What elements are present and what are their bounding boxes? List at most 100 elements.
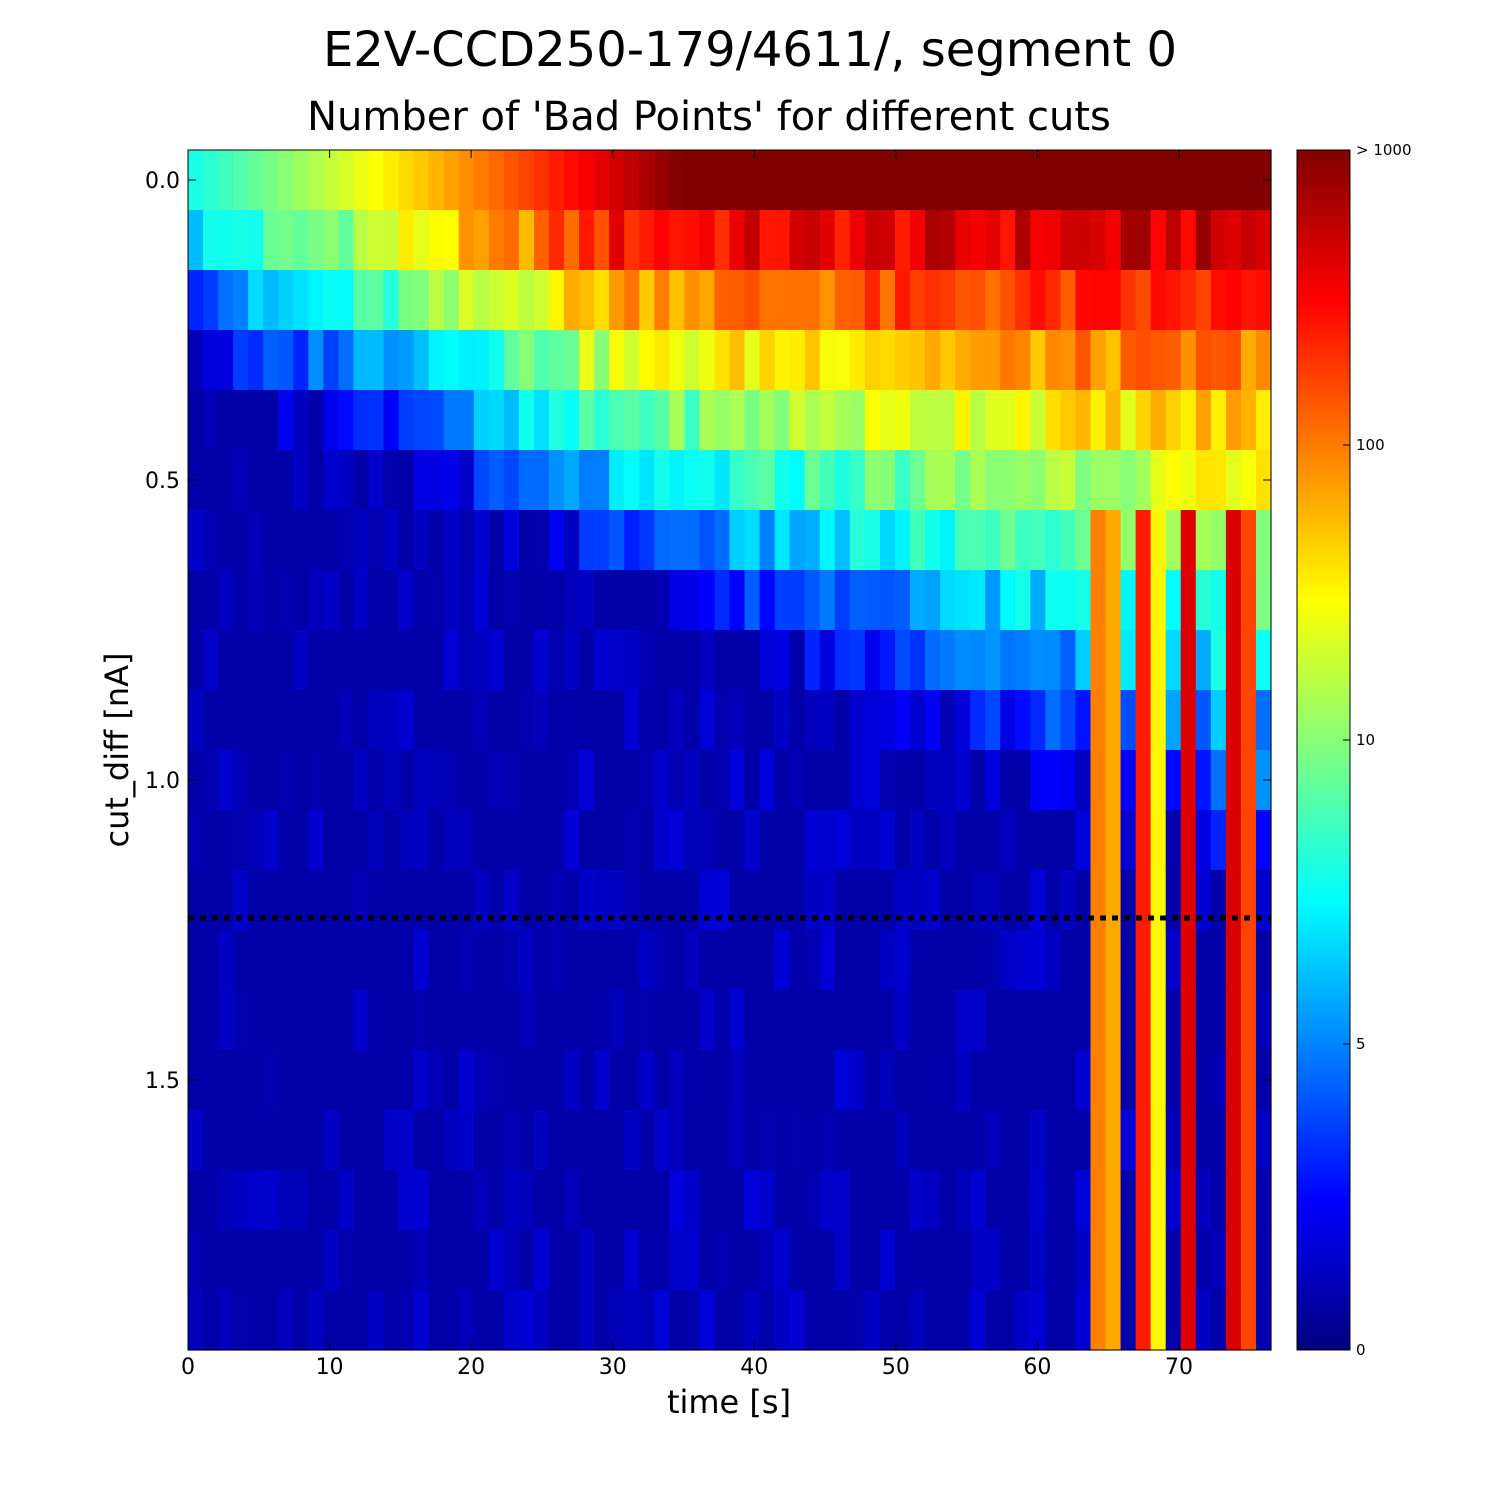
heatmap-cell — [639, 570, 655, 631]
heatmap-cell — [1015, 1170, 1031, 1231]
heatmap-cell — [925, 270, 941, 331]
heatmap-cell — [1150, 1230, 1167, 1291]
heatmap-cell — [1225, 630, 1242, 691]
heatmap-cell — [293, 870, 309, 931]
heatmap-cell — [669, 510, 685, 571]
heatmap-cell — [308, 930, 324, 991]
heatmap-cell — [834, 690, 851, 751]
heatmap-cell — [263, 990, 279, 1051]
heatmap-cell — [729, 1230, 746, 1291]
heatmap-cell — [879, 690, 896, 751]
heatmap-cell — [203, 330, 219, 391]
heatmap-cell — [789, 1050, 806, 1111]
heatmap-cell — [669, 1110, 685, 1171]
heatmap-cell — [1015, 210, 1031, 271]
heatmap-cell — [774, 270, 791, 331]
heatmap-cell — [624, 1290, 640, 1351]
heatmap-cell — [744, 810, 761, 871]
heatmap-cell — [910, 990, 926, 1051]
heatmap-cell — [940, 390, 956, 451]
heatmap-cell — [1165, 390, 1182, 451]
heatmap-cell — [1195, 570, 1212, 631]
heatmap-cell — [218, 1050, 234, 1111]
heatmap-cell — [864, 1230, 881, 1291]
heatmap-cell — [714, 1110, 731, 1171]
heatmap-cell — [473, 450, 490, 511]
heatmap-cell — [985, 750, 1001, 811]
heatmap-cell — [1180, 1230, 1197, 1291]
heatmap-cell — [293, 690, 309, 751]
heatmap-cell — [654, 1290, 670, 1351]
heatmap-cell — [1135, 1110, 1152, 1171]
heatmap-cell — [1255, 270, 1272, 331]
heatmap-cell — [834, 990, 851, 1051]
heatmap-cell — [1075, 630, 1092, 691]
heatmap-cell — [488, 150, 505, 211]
heatmap-cell — [849, 330, 866, 391]
heatmap-cell — [1195, 330, 1212, 391]
heatmap-cell — [368, 870, 385, 931]
heatmap-cell — [473, 150, 490, 211]
heatmap-cell — [894, 630, 911, 691]
heatmap-cell — [564, 930, 580, 991]
heatmap-cell — [1165, 990, 1182, 1051]
heatmap-cell — [383, 990, 400, 1051]
heatmap-cell — [834, 330, 851, 391]
heatmap-cell — [383, 810, 400, 871]
heatmap-cell — [1015, 630, 1031, 691]
heatmap-cell — [353, 930, 370, 991]
colorbar — [1296, 149, 1351, 1351]
heatmap-cell — [594, 210, 610, 271]
heatmap-cell — [248, 810, 264, 871]
heatmap-cell — [1075, 1170, 1092, 1231]
heatmap-cell — [443, 930, 460, 991]
heatmap-cell — [308, 750, 324, 811]
heatmap-cell — [458, 570, 475, 631]
heatmap-cell — [188, 390, 204, 451]
heatmap-cell — [744, 1170, 761, 1231]
heatmap-cell — [774, 1110, 791, 1171]
heatmap-cell — [669, 1050, 685, 1111]
heatmap-cell — [1075, 1050, 1092, 1111]
heatmap-cell — [503, 690, 520, 751]
heatmap-cell — [1000, 1290, 1016, 1351]
heatmap-cell — [849, 270, 866, 331]
heatmap-cell — [1045, 750, 1062, 811]
x-tick-label: 40 — [740, 1355, 768, 1380]
heatmap-cell — [458, 930, 475, 991]
heatmap-cell — [488, 1170, 505, 1231]
heatmap-cell — [233, 810, 249, 871]
heatmap-cell — [925, 1230, 941, 1291]
heatmap-cell — [549, 1170, 565, 1231]
heatmap-cell — [579, 510, 595, 571]
heatmap-cell — [774, 1170, 791, 1231]
heatmap-cell — [1240, 870, 1257, 931]
heatmap-cell — [834, 810, 851, 871]
heatmap-cell — [1255, 990, 1272, 1051]
heatmap-cell — [714, 210, 731, 271]
heatmap-cell — [849, 1290, 866, 1351]
heatmap-cell — [458, 750, 475, 811]
heatmap-cell — [428, 390, 445, 451]
heatmap-cell — [1255, 1290, 1272, 1351]
heatmap-cell — [684, 690, 701, 751]
heatmap-cell — [278, 450, 294, 511]
heatmap-cell — [203, 450, 219, 511]
heatmap-cell — [729, 1170, 746, 1231]
heatmap-cell — [789, 630, 806, 691]
heatmap-cell — [684, 990, 701, 1051]
heatmap-cell — [834, 630, 851, 691]
heatmap-cell — [1210, 870, 1227, 931]
heatmap-cell — [1195, 1050, 1212, 1111]
heatmap-cell — [654, 1110, 670, 1171]
heatmap-cell — [864, 1050, 881, 1111]
heatmap-cell — [894, 330, 911, 391]
heatmap-cell — [203, 1050, 219, 1111]
heatmap-cell — [1030, 1170, 1046, 1231]
heatmap-cell — [293, 1290, 309, 1351]
heatmap-cell — [503, 990, 520, 1051]
heatmap-cell — [218, 1230, 234, 1291]
heatmap-cell — [759, 330, 776, 391]
heatmap-cell — [819, 390, 836, 451]
heatmap-cell — [518, 870, 535, 931]
